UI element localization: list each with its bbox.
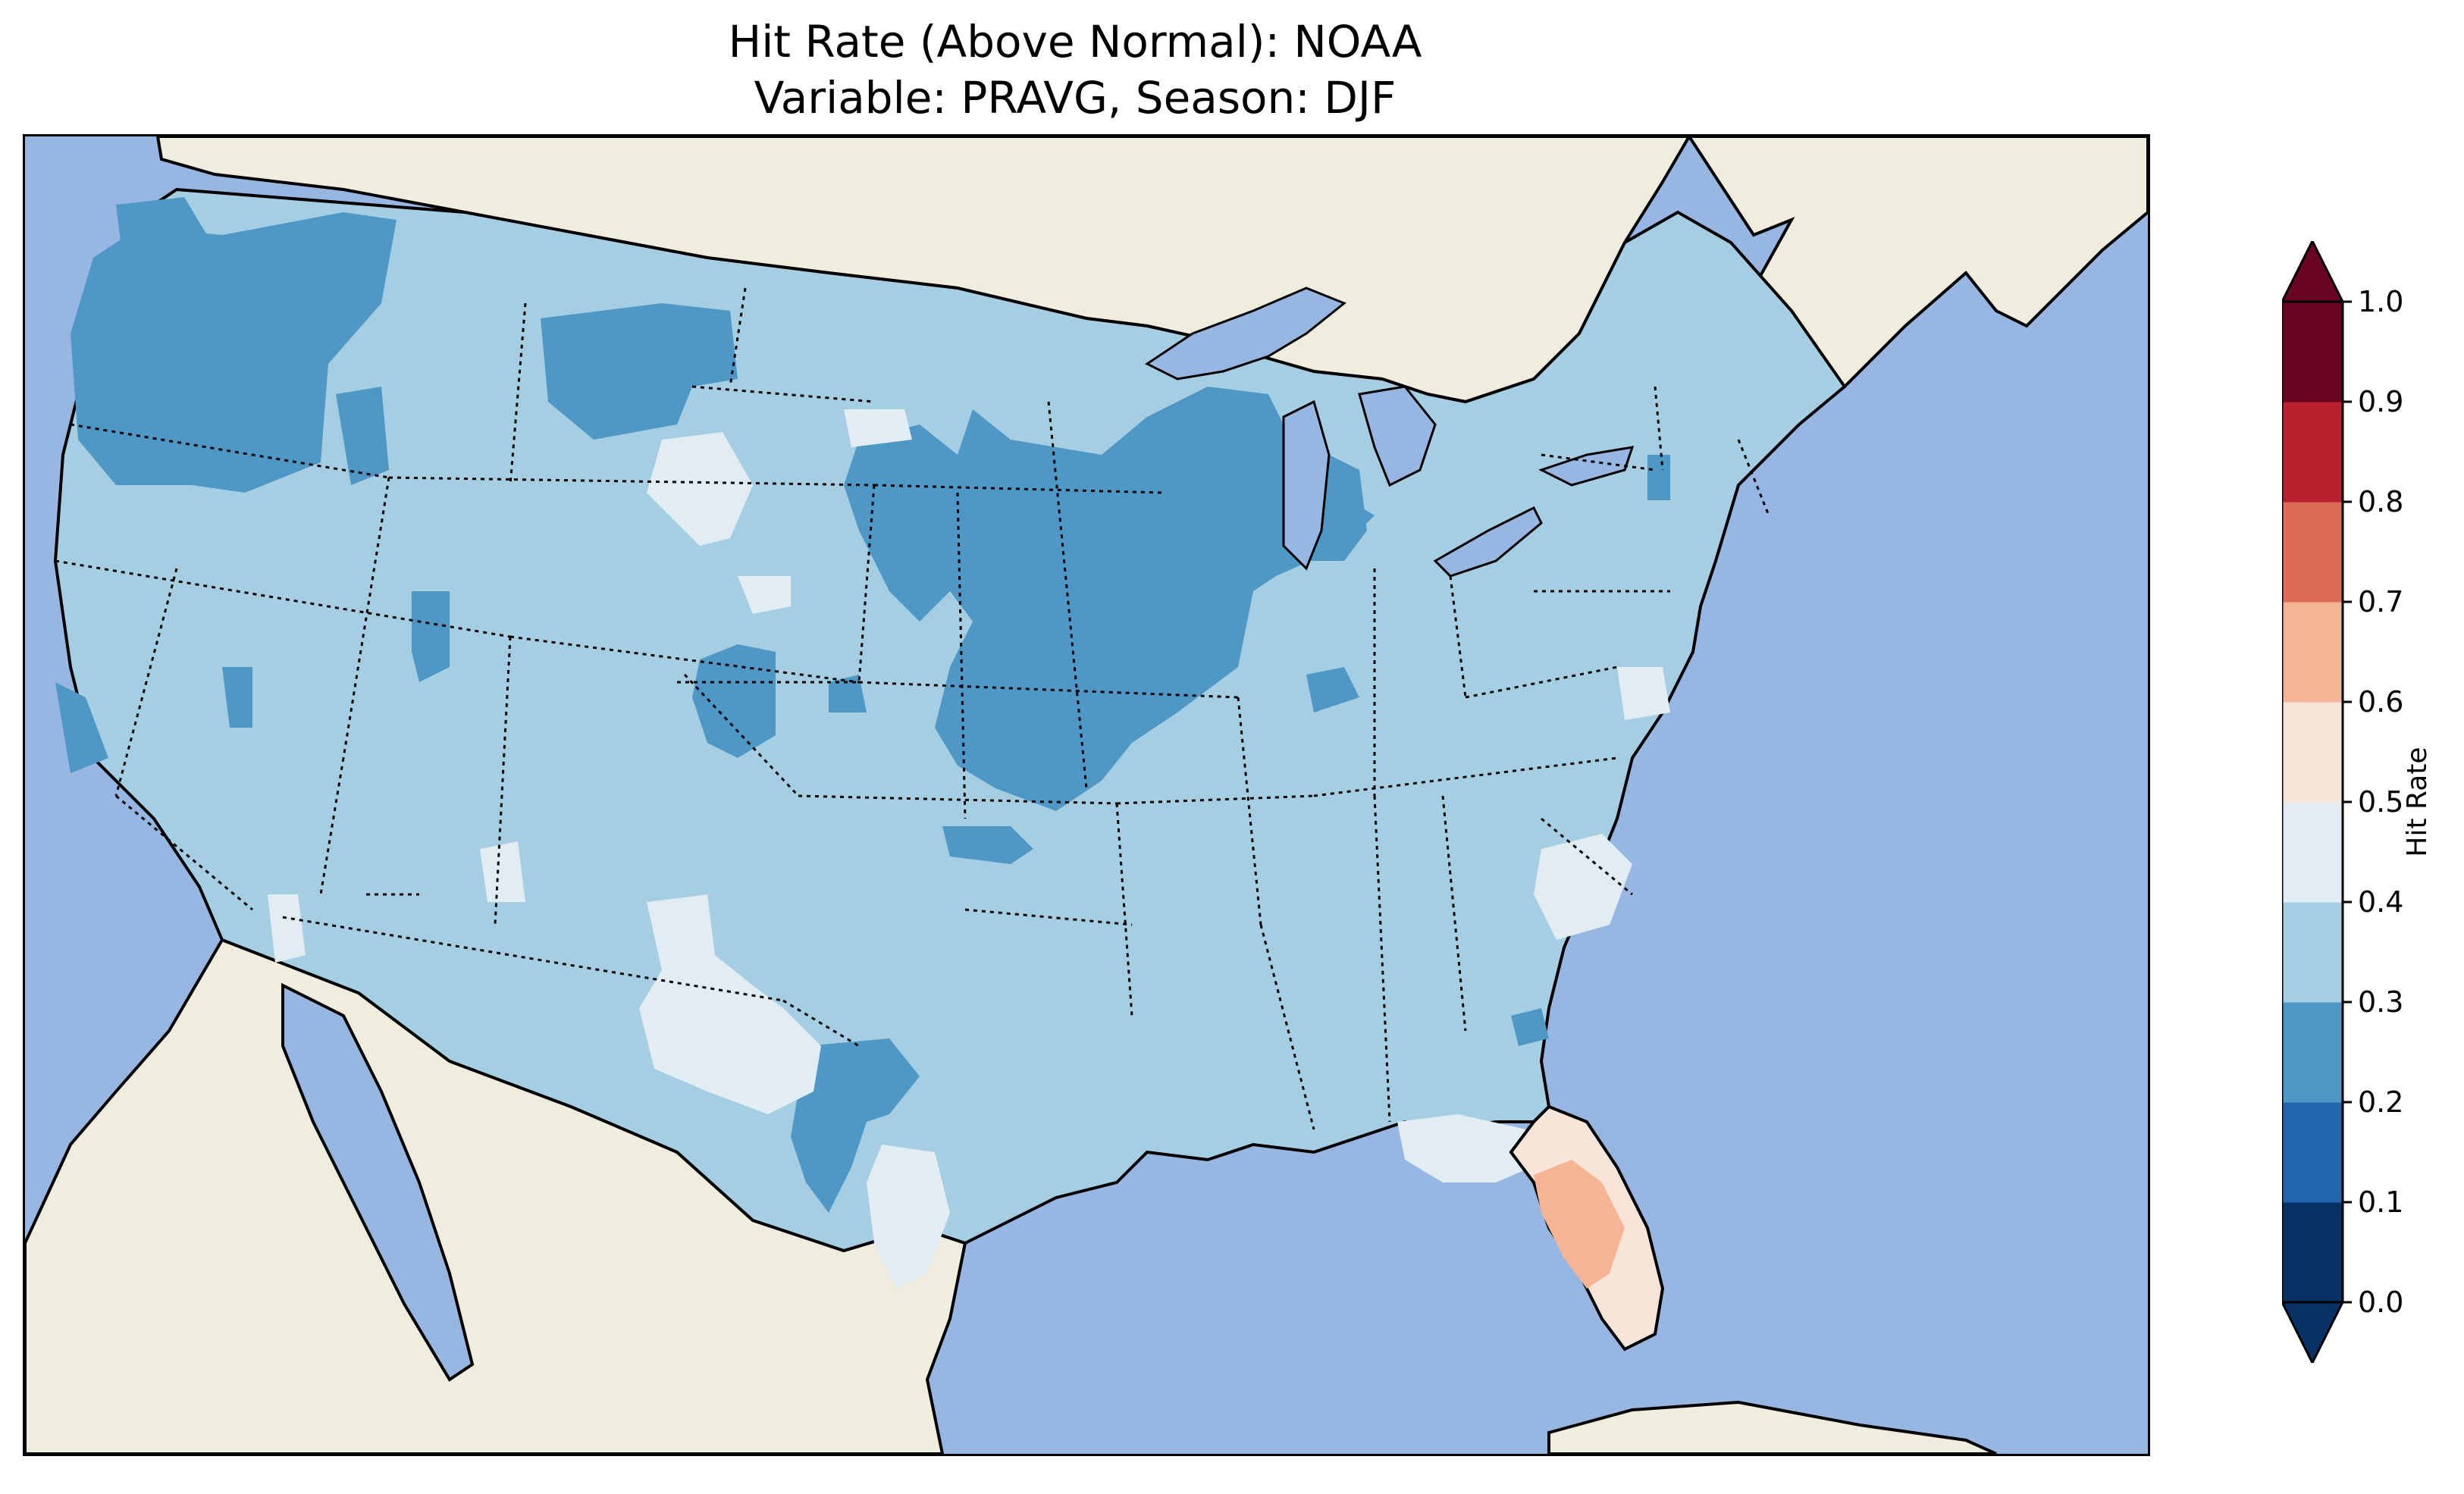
field-florida-north bbox=[1534, 1160, 1625, 1289]
colorbar-label: Hit Rate bbox=[2402, 747, 2433, 857]
field-colorado bbox=[692, 644, 776, 758]
field-new-mexico-west-texas bbox=[639, 894, 821, 1114]
colorbar-segment bbox=[2282, 602, 2343, 703]
title-line-2: Variable: PRAVG, Season: DJF bbox=[754, 72, 1397, 124]
colorbar-segment bbox=[2282, 702, 2343, 803]
colorbar-ticks: 0.0 0.1 0.2 0.3 0.4 0.5 0.6 0.7 0.8 0.9 1.0 bbox=[2343, 285, 2403, 1319]
field-kansas-spot bbox=[829, 675, 867, 713]
colorbar-segment bbox=[2282, 802, 2343, 903]
colorbar-tick-label: 0.1 bbox=[2358, 1185, 2403, 1219]
colorbar-segment bbox=[2282, 402, 2343, 503]
map-canvas bbox=[25, 136, 2148, 1454]
colorbar-top-arrow bbox=[2282, 241, 2345, 303]
us-canada-border bbox=[176, 188, 958, 290]
colorbar-segment bbox=[2282, 302, 2343, 402]
field-south-texas bbox=[791, 1038, 920, 1213]
colorbar: 0.0 0.1 0.2 0.3 0.4 0.5 0.6 0.7 0.8 0.9 1.0 Hit Ra… bbox=[2282, 241, 2433, 1363]
field-arizona-light bbox=[480, 841, 525, 902]
field-montana bbox=[541, 303, 738, 440]
field-north-carolina-light bbox=[1534, 834, 1632, 940]
field-washington-olympic bbox=[116, 197, 207, 273]
lake-huron bbox=[1358, 385, 1437, 487]
colorbar-segments bbox=[2282, 302, 2343, 1303]
lake-michigan bbox=[1282, 399, 1331, 571]
colorbar-tick-label: 0.8 bbox=[2358, 485, 2403, 518]
field-upper-midwest bbox=[844, 387, 1375, 811]
colorbar-tick-label: 0.7 bbox=[2358, 585, 2403, 619]
field-idaho bbox=[336, 387, 389, 485]
colorbar-bottom-arrow bbox=[2282, 1301, 2345, 1363]
field-south-dakota-light bbox=[844, 409, 912, 447]
map-panel bbox=[23, 134, 2150, 1456]
colorbar-tick-label: 0.9 bbox=[2358, 385, 2403, 418]
field-california-coast bbox=[55, 682, 108, 773]
colorbar-segment bbox=[2282, 902, 2343, 1003]
figure-title: Hit Rate (Above Normal): NOAA Variable: … bbox=[0, 14, 2150, 126]
colorbar-segment bbox=[2282, 1002, 2343, 1103]
field-wyoming bbox=[647, 432, 753, 546]
colorbar-segment bbox=[2282, 502, 2343, 603]
field-pacific-northwest bbox=[71, 212, 397, 493]
lake-superior bbox=[1145, 287, 1346, 381]
cuba-land bbox=[1547, 1400, 1997, 1454]
maritimes-land bbox=[1687, 136, 2148, 389]
field-panhandle-light bbox=[1397, 1114, 1549, 1182]
field-south-texas-light bbox=[867, 1145, 950, 1289]
field-california-light bbox=[268, 894, 306, 963]
colorbar-tick-label: 1.0 bbox=[2358, 285, 2403, 318]
state-borders bbox=[55, 287, 1770, 1130]
gulf-of-california bbox=[281, 982, 475, 1382]
field-georgia-spot bbox=[1511, 1008, 1549, 1046]
colorbar-tick-label: 0.2 bbox=[2358, 1085, 2403, 1119]
field-virginia-light bbox=[1617, 667, 1670, 720]
colorbar-tick-label: 0.5 bbox=[2358, 785, 2403, 819]
colorbar-tick-label: 0.4 bbox=[2358, 885, 2403, 919]
colorbar-segment bbox=[2282, 1202, 2343, 1303]
colorbar-tick-label: 0.3 bbox=[2358, 985, 2403, 1019]
field-illinois-east bbox=[1306, 667, 1359, 713]
colorbar-tick-label: 0.0 bbox=[2358, 1286, 2403, 1319]
field-oklahoma bbox=[942, 826, 1033, 864]
lake-ontario bbox=[1538, 446, 1635, 487]
field-nevada-small bbox=[222, 667, 252, 728]
field-nebraska-light bbox=[738, 576, 791, 614]
colorbar-segment bbox=[2282, 1102, 2343, 1203]
title-line-1: Hit Rate (Above Normal): NOAA bbox=[728, 16, 1422, 67]
field-utah-nevada bbox=[412, 591, 450, 682]
field-pennsylvania-spot bbox=[1647, 455, 1670, 500]
colorbar-tick-label: 0.6 bbox=[2358, 685, 2403, 719]
